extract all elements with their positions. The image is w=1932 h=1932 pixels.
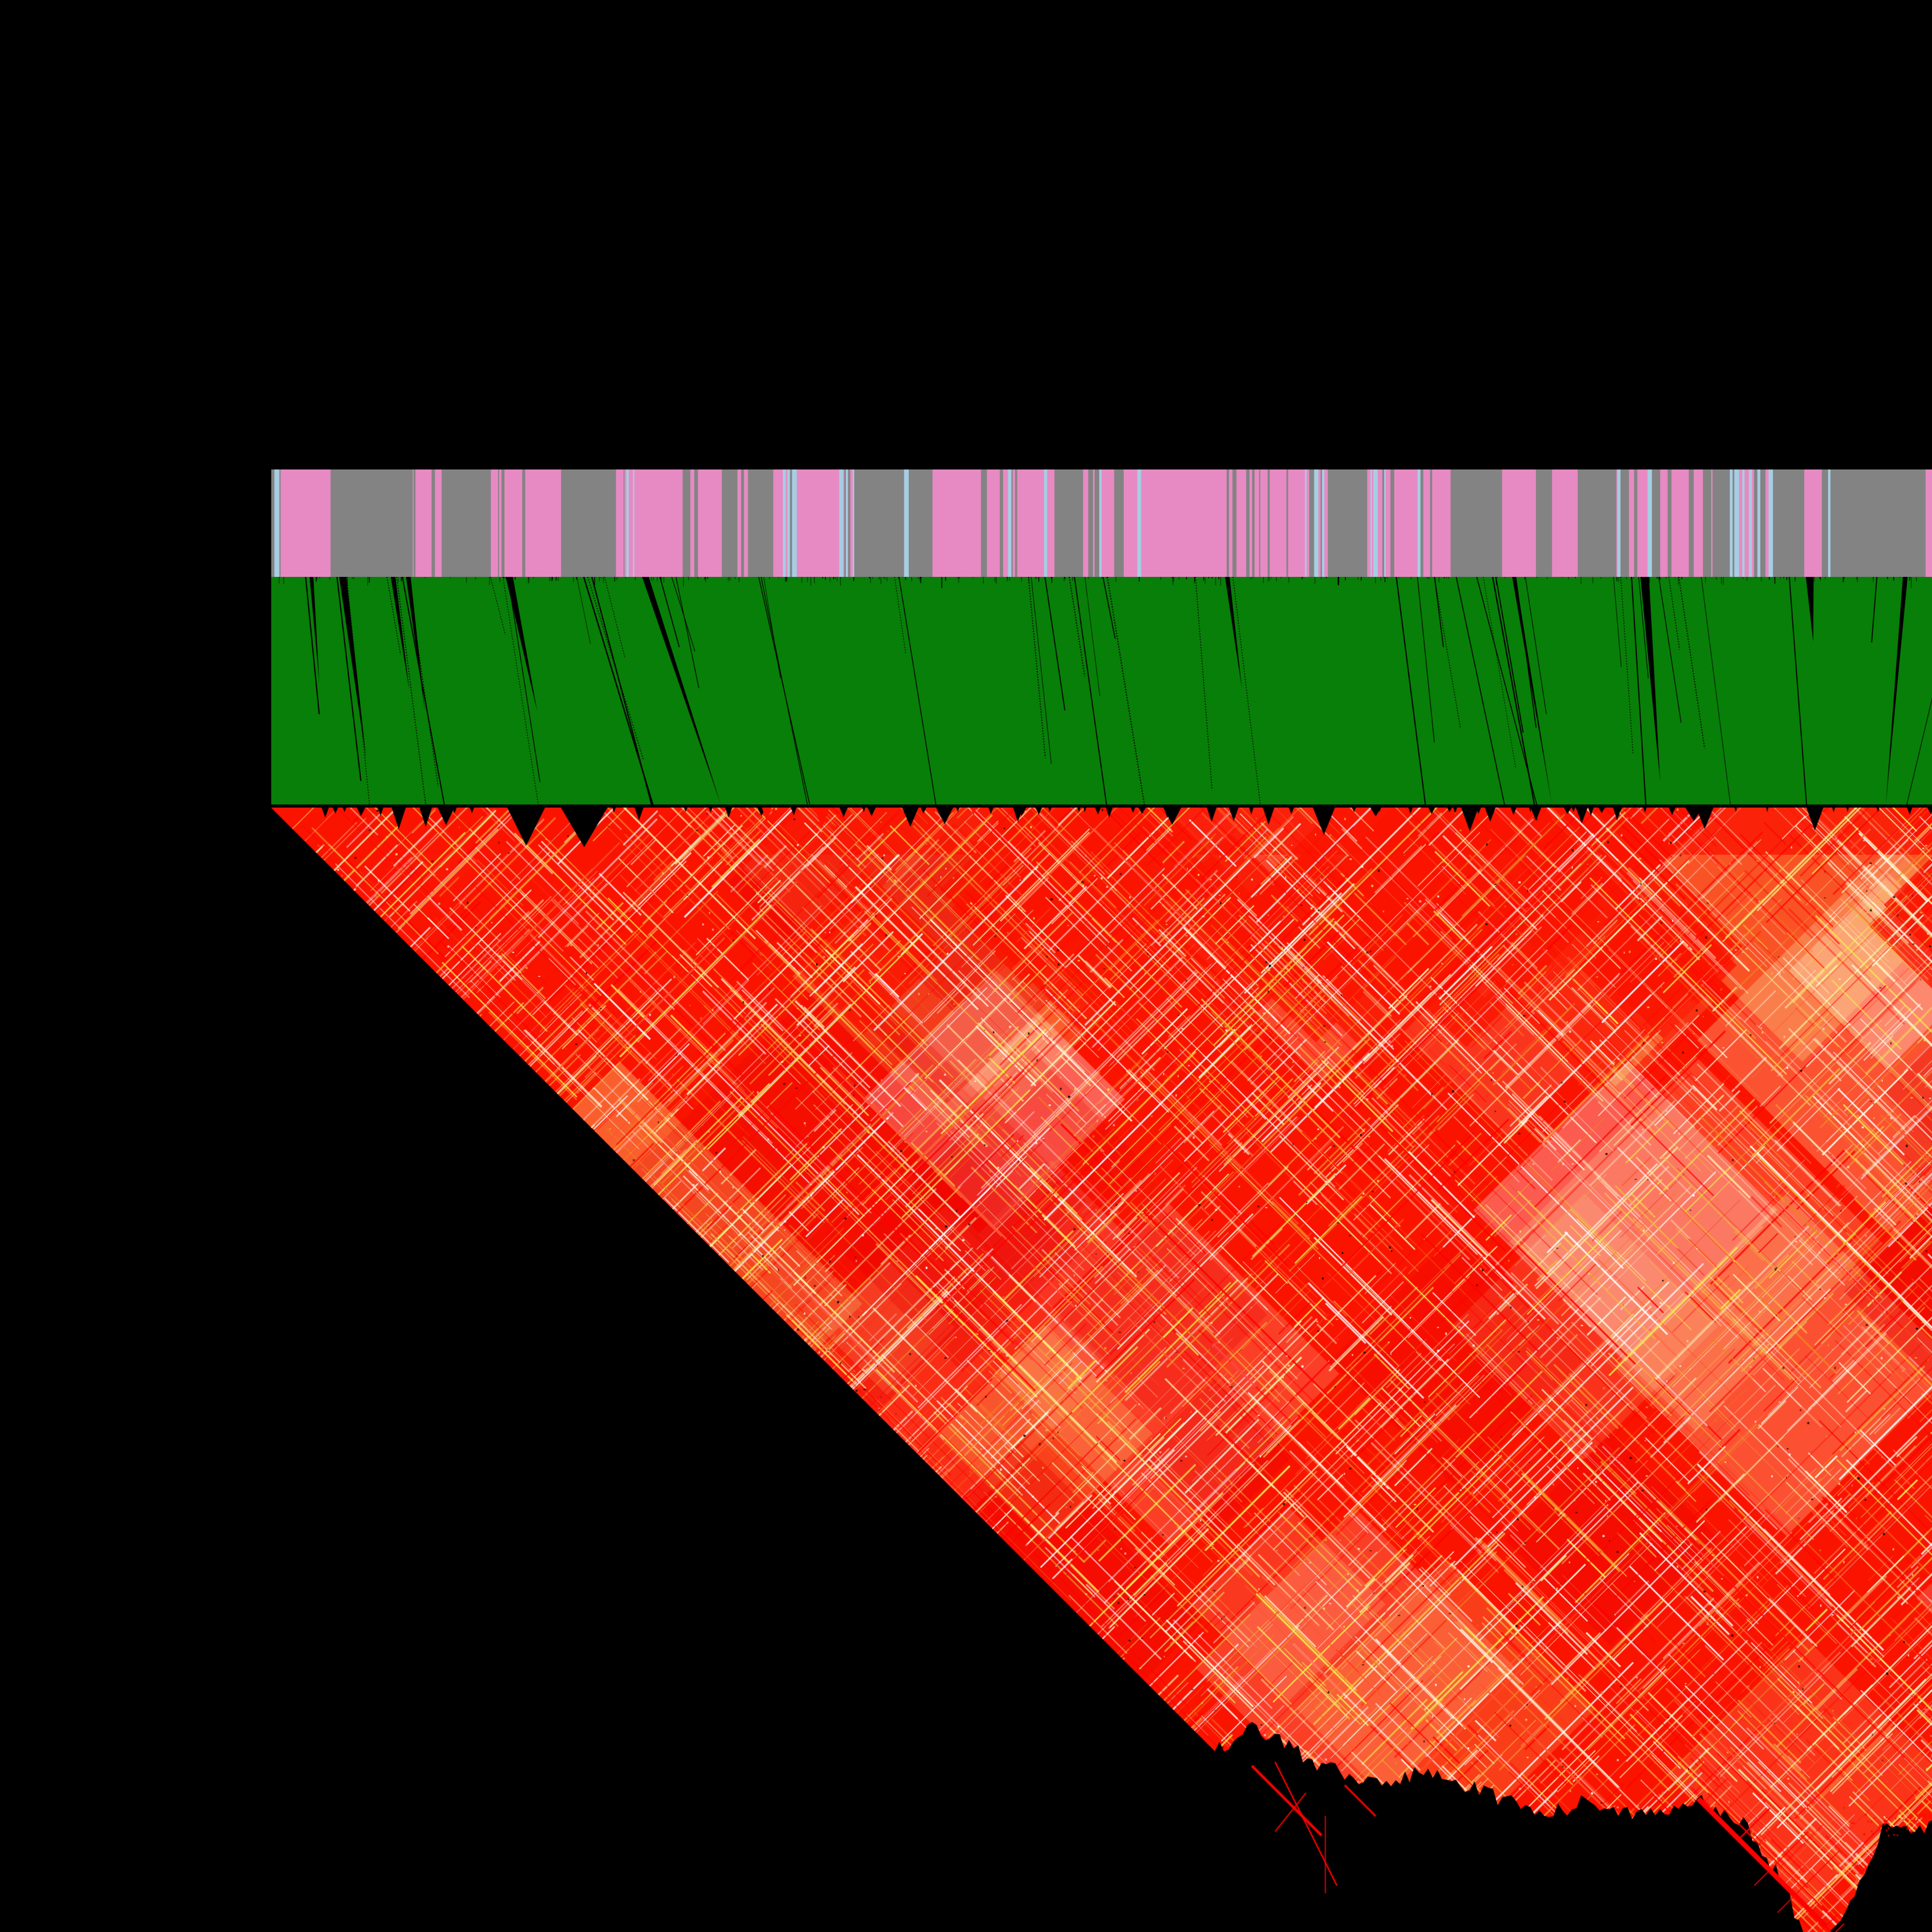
snp-annotation-track (271, 469, 1932, 577)
ld-triangle-heatmap (271, 804, 1932, 1932)
position-map-track (271, 577, 1932, 804)
